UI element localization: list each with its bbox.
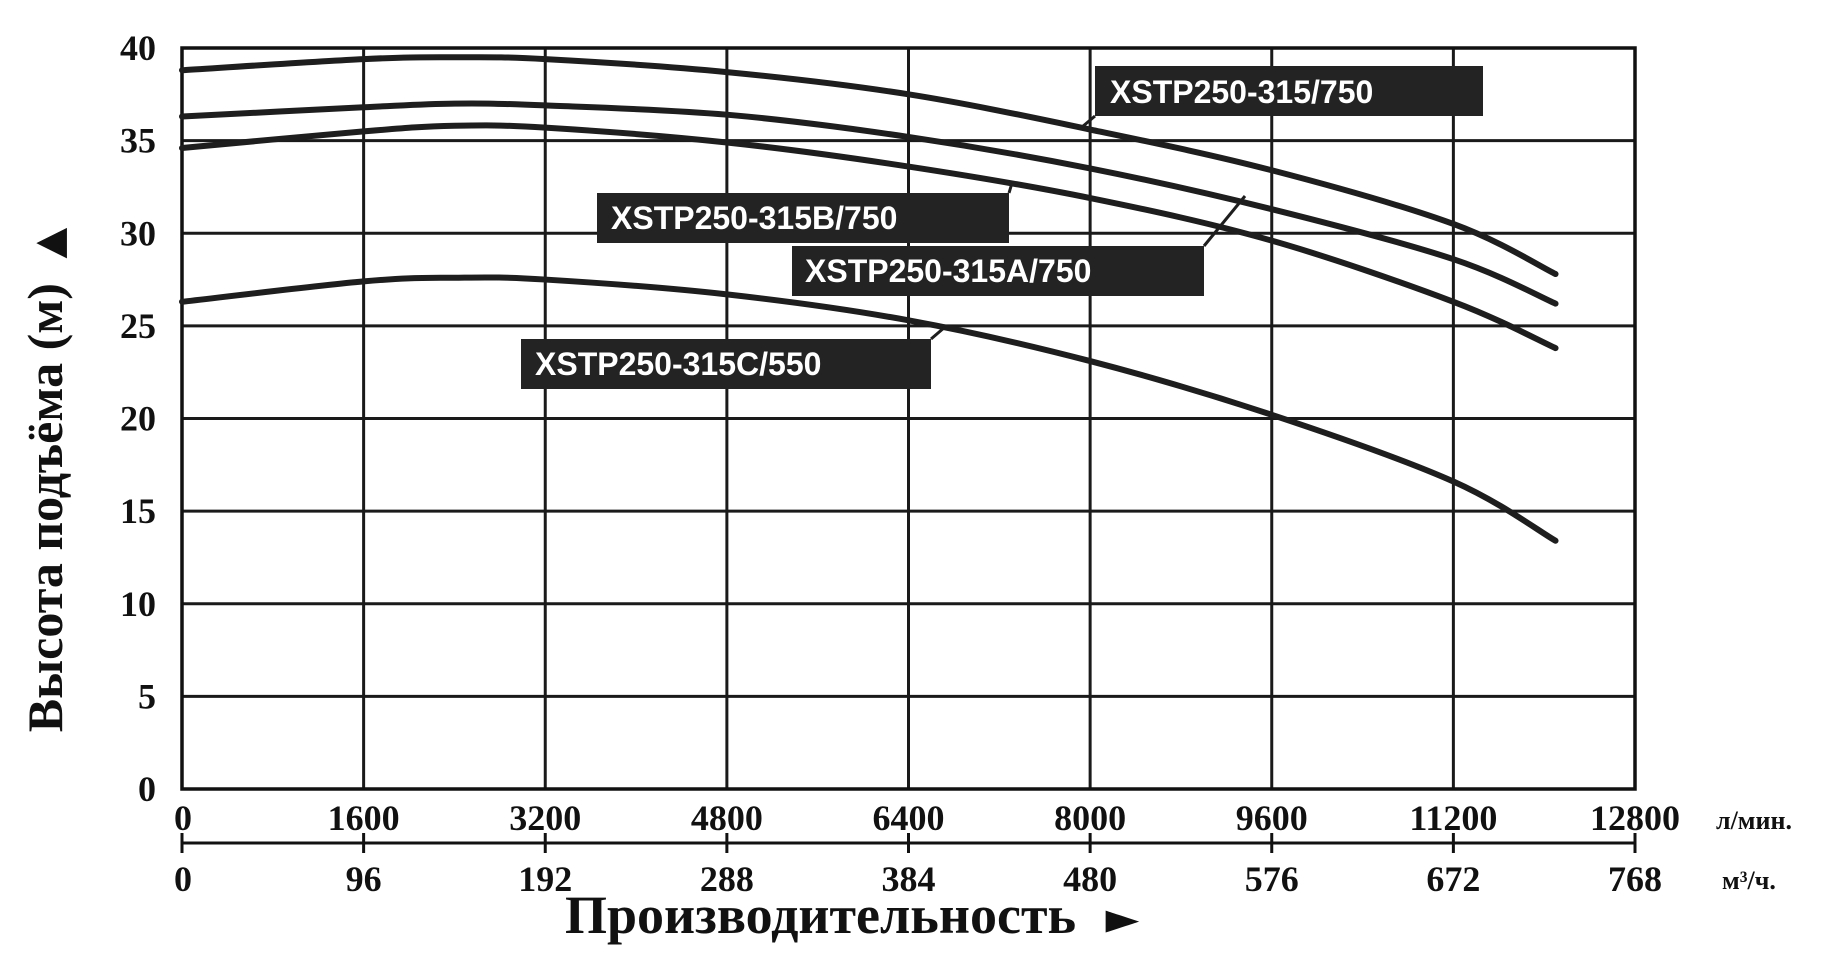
x-tick-label-m3h: 288 xyxy=(700,859,754,899)
series-label-text: XSTP250-315B/750 xyxy=(611,200,897,236)
series-label-text: XSTP250-315A/750 xyxy=(805,253,1091,289)
x-tick-label-lmin: 4800 xyxy=(691,798,763,838)
y-tick-label: 40 xyxy=(120,28,156,68)
series-label-text: XSTP250-315C/550 xyxy=(535,346,821,382)
x-tick-label-lmin: 9600 xyxy=(1236,798,1308,838)
x-tick-label-lmin: 12800 xyxy=(1590,798,1680,838)
x-tick-label-lmin: 6400 xyxy=(873,798,945,838)
y-tick-label: 0 xyxy=(138,769,156,809)
x-tick-label-m3h: 192 xyxy=(518,859,572,899)
x-tick-label-m3h: 0 xyxy=(174,859,192,899)
series-label-leader xyxy=(1007,182,1014,194)
y-axis-title: Высота подъёма (м) ▲ xyxy=(17,228,73,733)
series-curve-1 xyxy=(179,54,1559,278)
x-tick-label-lmin: 3200 xyxy=(509,798,581,838)
x-tick-label-m3h: 384 xyxy=(882,859,936,899)
svg-text:Высота подъёма (м) ▲: Высота подъёма (м) ▲ xyxy=(17,228,73,733)
series-label-text: XSTP250-315/750 xyxy=(1110,74,1373,110)
x-tick-label-m3h: 96 xyxy=(346,859,382,899)
x-tick-label-lmin: 11200 xyxy=(1409,798,1497,838)
x-tick-label-m3h: 576 xyxy=(1245,859,1299,899)
series-curve-4 xyxy=(179,274,1559,544)
x-tick-labels-lmin: 0 1600 3200 4800 6400 8000 9600 11200 12800 xyxy=(174,798,1680,838)
x-tick-label-m3h: 672 xyxy=(1426,859,1480,899)
y-tick-label: 30 xyxy=(120,213,156,253)
x-axis-title: Производительность ► xyxy=(565,885,1140,945)
series-label-box xyxy=(1095,66,1483,116)
series-label-box xyxy=(521,339,931,389)
series-curve-3 xyxy=(179,122,1559,352)
y-tick-label: 35 xyxy=(120,121,156,161)
series-label-box xyxy=(597,193,1009,243)
x-tick-label-m3h: 480 xyxy=(1063,859,1117,899)
y-tick-label: 25 xyxy=(120,306,156,346)
series-label-4: XSTP250-315C/550 xyxy=(521,325,946,389)
y-tick-label: 5 xyxy=(138,676,156,716)
x-tick-label-m3h: 768 xyxy=(1608,859,1662,899)
series-label-box xyxy=(792,246,1204,296)
y-tick-label: 10 xyxy=(120,584,156,624)
x-unit-m3h: м³/ч. xyxy=(1722,866,1776,895)
y-tick-label: 20 xyxy=(120,399,156,439)
y-tick-label: 15 xyxy=(120,491,156,531)
series-curve-2 xyxy=(179,100,1559,307)
series-label-leader xyxy=(1081,114,1096,129)
y-axis-arrow-icon: ▲ xyxy=(26,228,72,259)
x-tick-label-lmin: 1600 xyxy=(328,798,400,838)
y-tick-labels: 0 5 10 15 20 25 30 35 40 xyxy=(120,28,156,809)
grid xyxy=(180,46,1637,791)
series-labels: XSTP250-315/750 XSTP250-315B/750 XSTP250-3… xyxy=(521,66,1483,389)
x-tick-label-lmin: 8000 xyxy=(1054,798,1126,838)
series-curves xyxy=(179,54,1559,544)
series-label-leader xyxy=(930,325,946,341)
series-label-3: XSTP250-315A/750 xyxy=(792,195,1247,296)
x-tick-label-lmin: 0 xyxy=(174,798,192,838)
x-unit-lmin: л/мин. xyxy=(1716,806,1792,835)
series-label-leader xyxy=(1202,195,1247,247)
plot-border xyxy=(180,46,1637,791)
series-label-1: XSTP250-315/750 xyxy=(1081,66,1483,129)
x-tick-labels-m3h: 0 96 192 288 384 480 576 672 768 xyxy=(174,859,1662,899)
x-axis-title-text: Производительность xyxy=(565,885,1076,945)
series-label-2: XSTP250-315B/750 xyxy=(597,182,1014,243)
x-axis-arrow-icon: ► xyxy=(1106,893,1140,944)
y-axis-title-text: Высота подъёма (м) xyxy=(17,283,73,732)
plot-frame xyxy=(180,46,1637,853)
